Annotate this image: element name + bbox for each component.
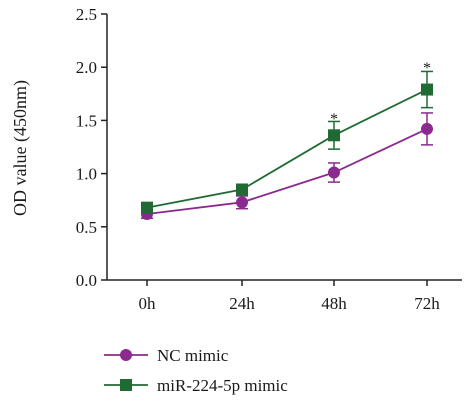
y-tick-label: 2.5 xyxy=(76,5,97,24)
annotations: ** xyxy=(330,60,431,128)
data-point xyxy=(328,166,340,179)
x-tick-label: 48h xyxy=(321,294,347,313)
significance-marker: * xyxy=(330,111,338,128)
legend-item: NC mimic xyxy=(104,346,229,365)
legend-marker xyxy=(120,379,132,391)
axes xyxy=(106,14,462,281)
legend-label: miR-224-5p mimic xyxy=(157,376,288,395)
legend-label: NC mimic xyxy=(157,346,229,365)
series-line xyxy=(146,128,428,215)
series-line xyxy=(146,88,428,209)
legend: NC mimic miR-224-5p mimic xyxy=(104,346,288,395)
y-ticks: 0.0 0.5 1.0 1.5 2.0 2.5 xyxy=(76,5,107,290)
data-point xyxy=(421,83,433,96)
x-tick-label: 0h xyxy=(139,294,157,313)
x-tick-label: 72h xyxy=(414,294,440,313)
data-point xyxy=(236,196,248,209)
legend-marker xyxy=(120,349,132,361)
x-ticks: 0h 24h 48h 72h xyxy=(139,280,440,313)
y-axis-title: OD value (450nm) xyxy=(10,80,31,216)
data-point xyxy=(236,183,248,196)
y-tick-label: 1.5 xyxy=(76,111,97,130)
data-point xyxy=(328,129,340,142)
data-point xyxy=(421,122,433,135)
x-tick-label: 24h xyxy=(229,294,255,313)
y-tick-label: 1.0 xyxy=(76,165,97,184)
y-tick-label: 0.5 xyxy=(76,218,97,237)
series-1 xyxy=(141,112,433,221)
y-tick-label: 2.0 xyxy=(76,58,97,77)
series-layer xyxy=(141,70,433,221)
data-point xyxy=(141,201,153,214)
series-2 xyxy=(141,70,433,214)
y-tick-label: 0.0 xyxy=(76,271,97,290)
significance-marker: * xyxy=(423,60,431,77)
legend-item: miR-224-5p mimic xyxy=(104,376,288,395)
